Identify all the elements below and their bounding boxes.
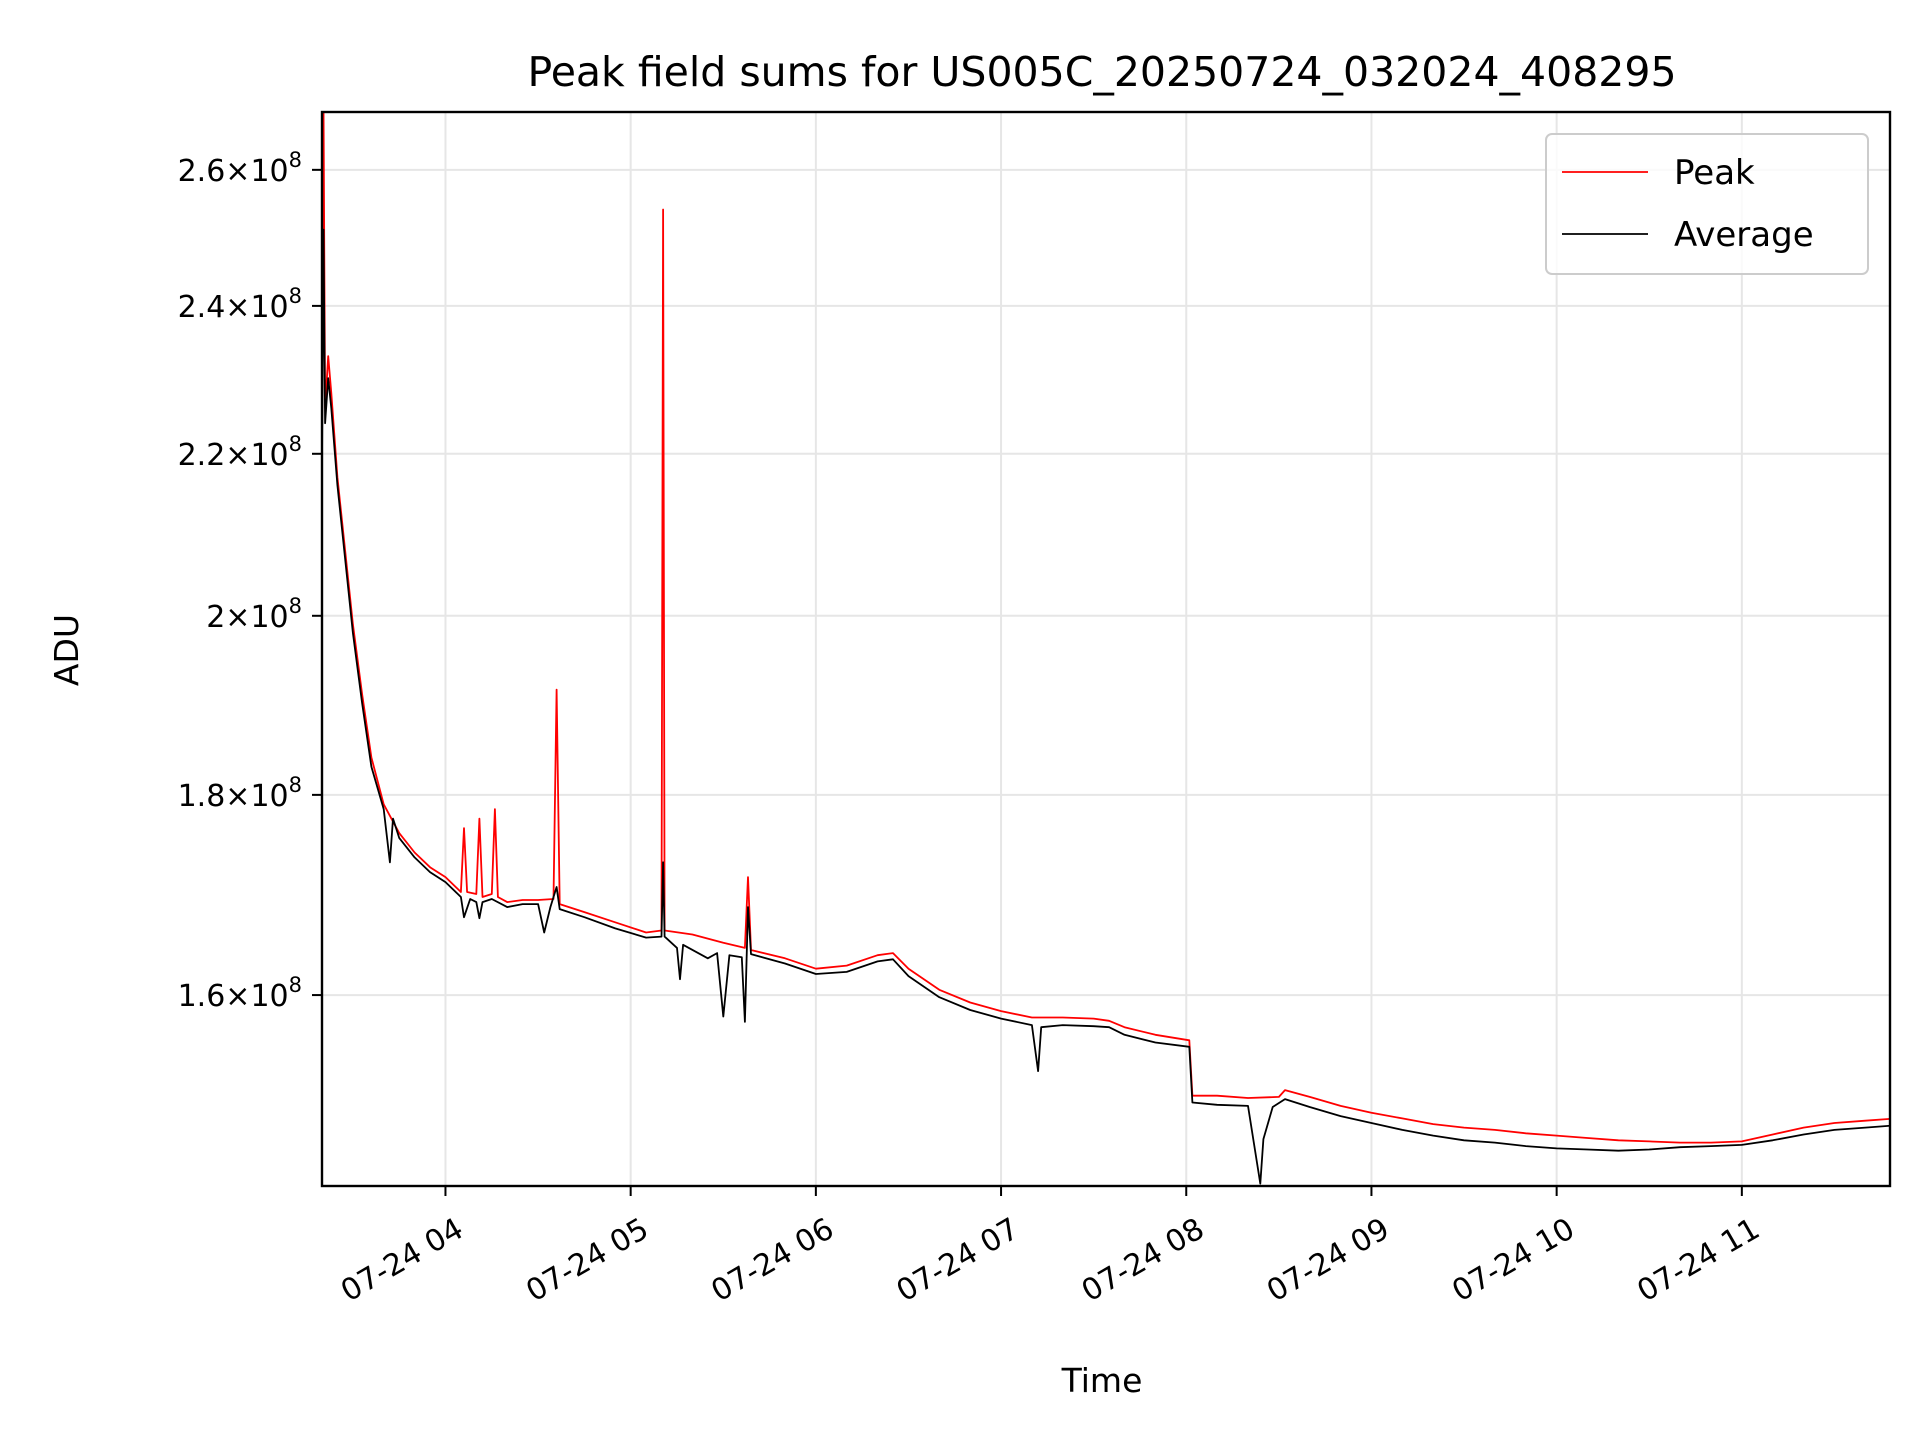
series-line-peak xyxy=(322,112,1890,1144)
y-tick-label: 2.4×108 xyxy=(178,284,302,325)
grid xyxy=(322,112,1890,1186)
y-tick-label: 2.6×108 xyxy=(178,148,302,189)
y-tick-label: 1.8×108 xyxy=(178,773,302,814)
y-axis: 1.6×108 1.8×108 2×108 2.2×108 2.4×108 2.6×108 xyxy=(178,148,322,1014)
series-layer xyxy=(322,112,1890,1185)
x-axis-label: Time xyxy=(1061,1361,1143,1400)
y-tick-label: 1.6×108 xyxy=(178,973,302,1014)
series-line-average xyxy=(322,228,1890,1185)
legend-label-average: Average xyxy=(1674,215,1814,255)
y-axis-label: ADU xyxy=(47,614,86,686)
chart-title: Peak field sums for US005C_20250724_0320… xyxy=(527,48,1676,96)
legend-label-peak: Peak xyxy=(1674,153,1755,193)
legend-box xyxy=(1545,133,1869,275)
y-tick-label: 2×108 xyxy=(206,594,302,635)
plot-area-frame xyxy=(320,110,1892,1188)
legend: Peak Average xyxy=(1545,133,1869,275)
y-tick-label: 2.2×108 xyxy=(178,432,302,473)
